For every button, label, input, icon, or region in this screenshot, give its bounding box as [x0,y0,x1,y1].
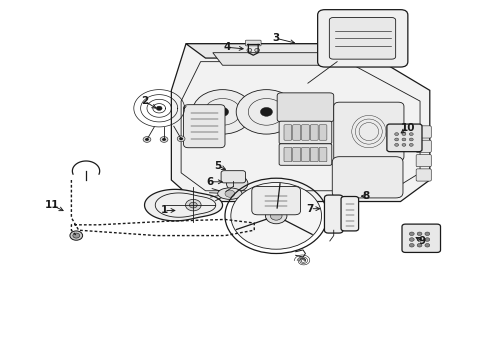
Circle shape [408,143,412,146]
FancyBboxPatch shape [292,125,300,140]
FancyBboxPatch shape [415,140,430,152]
Text: 6: 6 [206,177,214,187]
Text: 5: 5 [214,161,221,171]
FancyBboxPatch shape [340,197,358,231]
Circle shape [394,143,398,146]
Circle shape [145,138,149,141]
Polygon shape [212,53,361,65]
Ellipse shape [217,188,242,199]
FancyBboxPatch shape [317,10,407,67]
Circle shape [162,138,165,141]
Text: 9: 9 [418,236,425,246]
Circle shape [156,106,162,111]
Circle shape [177,136,184,141]
Circle shape [424,232,429,235]
Polygon shape [185,44,370,58]
FancyBboxPatch shape [245,40,261,46]
Circle shape [226,176,247,192]
FancyBboxPatch shape [251,186,300,215]
Circle shape [260,107,272,116]
FancyBboxPatch shape [333,102,403,161]
Circle shape [230,183,321,249]
Circle shape [408,138,412,141]
Circle shape [401,133,405,135]
Circle shape [265,208,286,224]
Circle shape [408,243,413,247]
Circle shape [192,90,252,134]
Circle shape [408,232,413,235]
FancyBboxPatch shape [310,147,318,162]
Circle shape [179,137,183,140]
Circle shape [394,138,398,141]
FancyBboxPatch shape [329,18,395,59]
Circle shape [416,238,421,241]
FancyBboxPatch shape [324,195,342,233]
Circle shape [401,143,405,146]
Circle shape [73,233,80,238]
Circle shape [185,199,201,211]
Circle shape [424,238,429,241]
Circle shape [160,136,167,142]
Text: 7: 7 [306,204,313,214]
Circle shape [246,48,251,52]
Circle shape [408,238,413,241]
Text: 11: 11 [44,200,59,210]
FancyBboxPatch shape [415,169,430,181]
Circle shape [143,136,151,142]
FancyBboxPatch shape [319,147,326,162]
FancyBboxPatch shape [292,147,300,162]
Text: 8: 8 [362,191,369,201]
FancyBboxPatch shape [401,224,440,252]
Text: 1: 1 [160,206,167,216]
Circle shape [408,133,412,135]
FancyBboxPatch shape [301,147,309,162]
Text: 3: 3 [272,33,279,43]
Circle shape [270,212,282,220]
Circle shape [416,243,421,247]
Circle shape [236,90,296,134]
Text: 2: 2 [141,96,148,106]
FancyBboxPatch shape [221,171,245,183]
FancyBboxPatch shape [331,157,402,198]
FancyBboxPatch shape [415,154,430,167]
Polygon shape [144,189,222,221]
FancyBboxPatch shape [277,93,333,122]
Circle shape [224,190,234,197]
FancyBboxPatch shape [284,147,291,162]
Polygon shape [171,44,429,202]
FancyBboxPatch shape [415,126,430,138]
FancyBboxPatch shape [301,125,309,140]
FancyBboxPatch shape [386,124,421,152]
Circle shape [70,231,82,240]
Text: 4: 4 [224,42,231,52]
Circle shape [424,243,429,247]
Circle shape [401,138,405,141]
FancyBboxPatch shape [310,125,318,140]
Circle shape [189,202,197,208]
Circle shape [254,48,259,52]
Circle shape [216,107,228,116]
FancyBboxPatch shape [284,125,291,140]
FancyBboxPatch shape [319,125,326,140]
Circle shape [416,232,421,235]
FancyBboxPatch shape [279,144,331,165]
Text: 10: 10 [400,123,414,133]
Circle shape [394,133,398,135]
FancyBboxPatch shape [279,121,331,144]
FancyBboxPatch shape [183,105,224,148]
